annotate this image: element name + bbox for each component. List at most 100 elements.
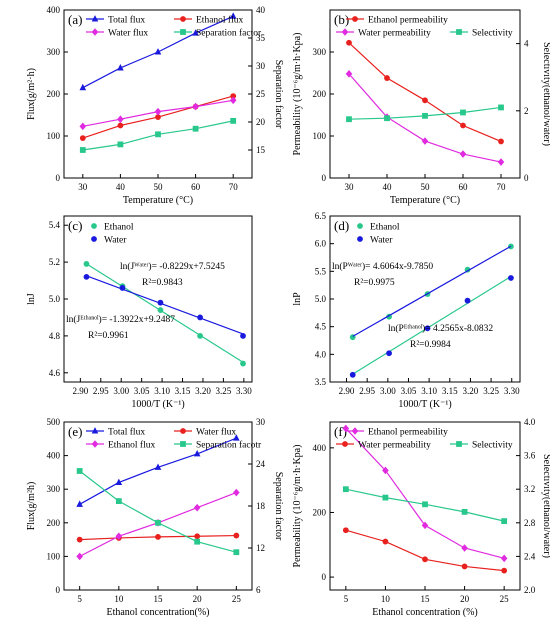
x-tick-label: 5 — [77, 594, 82, 604]
x-tick-label: 3.30 — [504, 386, 520, 396]
x-tick-label: 3.05 — [134, 386, 150, 396]
data-point — [117, 141, 124, 148]
data-point — [342, 527, 349, 534]
data-point — [192, 29, 199, 36]
y-axis-label: Permeability (10⁻⁶g/m·h·Kpa) — [292, 33, 303, 156]
data-point — [117, 64, 124, 71]
y2-tick-label: 30 — [256, 61, 266, 71]
fit-line — [352, 245, 512, 337]
fit-equation: ln(Jᴱᵗʰᵃⁿᵒˡ)= -1.3922x+9.2487 — [66, 314, 175, 325]
fit-equation: ln(Jᵂᵃᵗᵉʳ)= -0.8229x+7.5245 — [120, 261, 225, 272]
x-tick-label: 3.25 — [216, 386, 232, 396]
x-axis-label: Ethanol concentration (%) — [372, 607, 478, 618]
data-point — [498, 138, 504, 145]
legend-label: Separation facotr — [196, 440, 262, 451]
legend-marker — [91, 223, 97, 229]
x-tick-label: 40 — [116, 182, 126, 192]
data-point — [422, 112, 428, 119]
x-tick-label: 3.15 — [175, 386, 191, 396]
data-point — [79, 83, 87, 91]
legend-marker — [357, 236, 363, 242]
data-point — [155, 534, 161, 540]
y2-tick-label: 6 — [256, 585, 261, 595]
data-point — [157, 307, 164, 313]
data-point — [79, 135, 86, 142]
data-point — [508, 275, 514, 281]
x-tick-label: 2.90 — [339, 386, 355, 396]
legend-label: Ethanol permeability — [368, 428, 448, 438]
series-line — [345, 529, 505, 572]
data-point — [384, 75, 390, 81]
data-point — [422, 501, 428, 508]
legend-label: Water permeability — [358, 441, 431, 451]
panel-label: (c) — [68, 218, 82, 233]
data-point — [233, 532, 240, 539]
legend-marker — [180, 441, 186, 447]
y-axis-label: lnJ — [26, 293, 37, 305]
data-point — [459, 150, 467, 158]
y2-axis-label: Separation factor — [273, 472, 284, 541]
data-point — [194, 533, 201, 540]
x-tick-label: 10 — [381, 594, 391, 604]
x-tick-label: 2.90 — [72, 386, 88, 396]
legend-label: Ethanol flux — [196, 15, 243, 26]
y-tick-label: 400 — [47, 451, 61, 461]
legend-label: Ethanol — [370, 223, 400, 233]
y2-tick-label: 2.8 — [524, 518, 536, 528]
data-point — [386, 350, 392, 357]
y2-tick-label: 4.0 — [524, 417, 536, 427]
y2-tick-label: 40 — [256, 5, 266, 15]
x-tick-label: 30 — [345, 182, 355, 192]
data-point — [155, 131, 161, 138]
legend-marker — [352, 16, 358, 22]
data-point — [154, 463, 162, 470]
fit-line — [86, 263, 244, 363]
y2-tick-label: 2.0 — [524, 585, 536, 595]
legend-marker — [357, 223, 363, 229]
y-tick-label: 5.0 — [49, 294, 61, 304]
data-point — [230, 117, 237, 124]
x-axis-label: 1000/T (K⁻¹) — [131, 399, 184, 410]
data-point — [157, 299, 164, 306]
legend-marker — [91, 15, 99, 22]
data-point — [461, 508, 468, 515]
legend-marker — [91, 427, 99, 434]
legend-label: Water — [104, 236, 127, 246]
data-point — [342, 424, 350, 433]
legend-label: Separation factor — [196, 28, 262, 39]
data-point — [421, 521, 429, 530]
data-point — [424, 325, 431, 332]
data-point — [197, 332, 203, 339]
data-point — [76, 552, 83, 561]
fit-r2: R²=0.9975 — [354, 278, 395, 288]
legend-marker — [91, 28, 99, 36]
data-point — [461, 563, 468, 570]
legend-marker — [342, 441, 348, 447]
x-axis-label: Ethanol concentration(%) — [106, 607, 209, 618]
y-tick-label: 500 — [47, 417, 61, 427]
y2-tick-label: 25 — [256, 89, 266, 99]
y-tick-label: 6.5 — [315, 211, 327, 221]
panel-label: (a) — [68, 12, 82, 27]
data-point — [345, 70, 353, 78]
legend-marker — [91, 440, 99, 448]
y-tick-label: 0 — [56, 585, 61, 595]
y2-tick-label: 2 — [524, 106, 529, 116]
y-tick-label: 200 — [313, 89, 327, 99]
data-point — [119, 285, 126, 291]
data-point — [497, 158, 505, 166]
data-point — [83, 261, 90, 267]
data-point — [240, 332, 246, 339]
chart-panel-4: 5 10 15 20 25 0 100 200 300 400 500 6 12 18 24 30 Ethano… — [26, 417, 284, 618]
y2-tick-label: 35 — [256, 33, 266, 43]
y-tick-label: 4.8 — [49, 331, 61, 341]
data-point — [229, 12, 237, 19]
data-point — [193, 503, 201, 512]
data-point — [192, 102, 199, 111]
data-point — [233, 549, 240, 556]
chart-panel-3: 2.90 2.95 3.00 3.05 3.10 3.15 3.20 3.25 3.30 3.5 4… — [292, 211, 521, 410]
y2-tick-label: 12 — [256, 543, 265, 553]
chart-panel-0: 30 40 50 60 70 0 100 200 300 400 15 20 25 30 35 40 Tempe… — [26, 5, 284, 206]
y-tick-label: 300 — [47, 484, 61, 494]
legend-marker — [180, 16, 186, 22]
